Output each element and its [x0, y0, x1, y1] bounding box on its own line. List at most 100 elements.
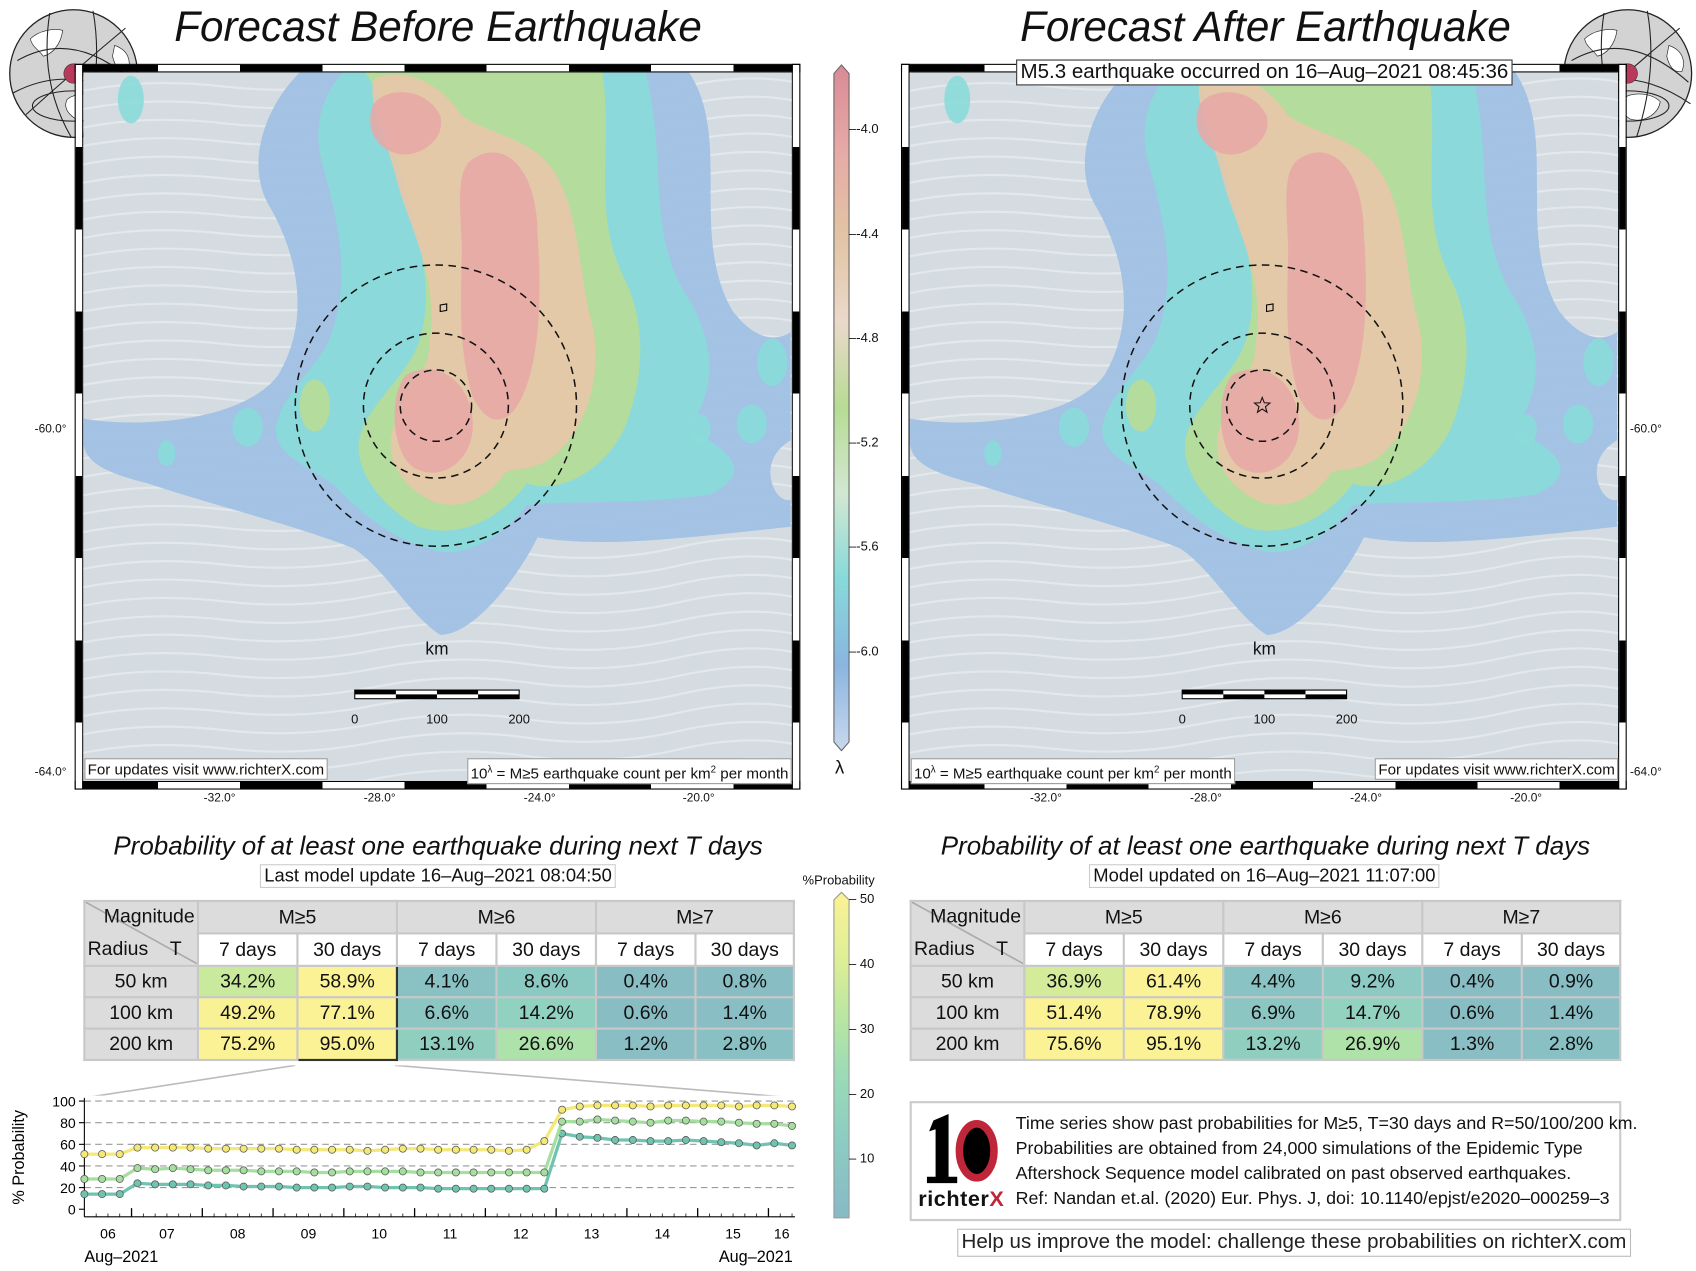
magnitude-header: M≥5 — [1023, 899, 1225, 935]
data-point — [469, 1168, 478, 1177]
data-point — [221, 1181, 230, 1190]
probability-cell: 95.1% — [1122, 1027, 1225, 1062]
data-point — [381, 1183, 390, 1192]
km-label: km — [425, 640, 449, 659]
data-point — [434, 1184, 443, 1193]
data-point — [416, 1183, 425, 1192]
y-tick-label: 40 — [60, 1158, 76, 1174]
data-point — [505, 1184, 513, 1193]
data-point — [611, 1136, 620, 1144]
data-point — [664, 1137, 673, 1146]
probability-cell: 14.2% — [495, 996, 598, 1030]
colorbar-tick: –-4.4 — [849, 225, 879, 241]
probability-table-after: Magnitude Radius T M≥5 M≥6 M≥7 7 days 30 days 7 … — [909, 899, 1622, 1062]
probability-cell: 95.0% — [296, 1027, 399, 1062]
data-point — [434, 1145, 443, 1154]
data-point — [151, 1165, 160, 1174]
data-point — [151, 1143, 160, 1152]
data-point — [310, 1183, 319, 1192]
magnitude-header: M≥6 — [1222, 899, 1424, 935]
data-point — [770, 1119, 779, 1128]
data-point — [115, 1150, 124, 1159]
colorbar-tick: –-5.6 — [849, 539, 879, 555]
data-point — [646, 1137, 655, 1146]
probability-cell: 36.9% — [1023, 964, 1125, 999]
data-point — [204, 1144, 213, 1153]
data-point — [664, 1101, 673, 1110]
data-point — [487, 1168, 496, 1177]
radius-circle — [1120, 264, 1404, 547]
radius-circle — [294, 264, 578, 547]
colorbar-tick: –-4.0 — [849, 121, 879, 137]
probability-cell: 51.4% — [1023, 996, 1125, 1030]
updates-note: For updates visit www.richterX.com — [1375, 758, 1619, 780]
data-point — [328, 1183, 336, 1192]
forecast-contour — [370, 92, 442, 155]
info-box: richterX Time series show past probabili… — [909, 1101, 1637, 1222]
data-point — [735, 1102, 743, 1111]
probability-cell: 4.4% — [1222, 964, 1324, 999]
probability-cell: 14.7% — [1321, 996, 1424, 1030]
data-point — [558, 1105, 566, 1114]
colorbar-tick: – 40 — [849, 956, 875, 972]
table-row: 200 km 75.2% 95.0% 13.1% 26.6% 1.2% 2.8% — [83, 1027, 796, 1062]
period-header: 7 days — [594, 932, 697, 967]
challenge-link[interactable]: Help us improve the model: challenge the… — [957, 1228, 1631, 1257]
forecast-contour — [1286, 152, 1366, 420]
x-tick-label: 14 — [654, 1225, 670, 1241]
data-point — [257, 1167, 266, 1176]
probability-cell: 6.6% — [395, 996, 498, 1030]
data-point — [204, 1166, 213, 1175]
probability-cell: 1.4% — [694, 996, 796, 1030]
data-point — [558, 1117, 566, 1126]
scale-bar — [354, 689, 520, 700]
data-point — [788, 1121, 796, 1130]
data-point — [575, 1102, 584, 1111]
data-point — [770, 1101, 779, 1110]
period-header: 7 days — [1222, 932, 1324, 967]
table-row: 50 km 36.9% 61.4% 4.4% 9.2% 0.4% 0.9% — [909, 964, 1622, 999]
data-point — [416, 1144, 425, 1153]
x-tick-label: 08 — [230, 1225, 246, 1241]
scale-tick: 0 — [351, 711, 359, 727]
data-point — [540, 1137, 549, 1146]
period-header: 7 days — [395, 932, 498, 967]
info-line: Time series show past probabilities for … — [1015, 1114, 1638, 1134]
corner-t: T — [996, 937, 1009, 960]
x-axis-label-right: Aug–2021 — [719, 1248, 793, 1266]
km-label: km — [1252, 640, 1276, 659]
data-point — [575, 1117, 584, 1126]
data-point — [133, 1164, 142, 1173]
data-point — [80, 1190, 89, 1199]
radius-cell: 200 km — [909, 1027, 1026, 1062]
data-point — [664, 1116, 673, 1125]
data-point — [575, 1132, 584, 1141]
x-tick: -32.0° — [203, 791, 236, 805]
period-header: 7 days — [196, 932, 299, 967]
y-tick-label: 60 — [60, 1137, 76, 1153]
data-point — [257, 1144, 266, 1153]
data-point — [752, 1141, 761, 1150]
magnitude-header: M≥6 — [395, 899, 598, 935]
probability-cell: 75.6% — [1023, 1027, 1125, 1062]
data-point — [752, 1101, 761, 1110]
radius-cell: 200 km — [83, 1027, 200, 1062]
map-title-before: Forecast Before Earthquake — [174, 4, 702, 51]
probability-cell: 49.2% — [196, 996, 299, 1030]
prob-title-before: Probability of at least one earthquake d… — [113, 831, 763, 861]
data-point — [487, 1184, 496, 1193]
data-point — [522, 1145, 531, 1154]
radius-cell: 100 km — [83, 996, 200, 1030]
probability-time-series: 100 80 60 40 20 0 % Probability 06 07 08 09 10 11 12 1… — [10, 1065, 796, 1266]
richterx-logo — [926, 1114, 998, 1184]
prob-colorbar-label: %Probability — [802, 872, 875, 888]
period-header: 30 days — [296, 932, 399, 967]
colorbar-tick: –-6.0 — [849, 643, 879, 659]
probability-cell: 0.6% — [594, 996, 697, 1030]
data-point — [239, 1166, 248, 1175]
model-update-before: Last model update 16–Aug–2021 08:04:50 — [259, 864, 617, 888]
probability-table-before: Magnitude Radius T M≥5 M≥6 M≥7 7 days 30 days 7 … — [83, 899, 796, 1062]
magnitude-header: M≥5 — [196, 899, 399, 935]
y-tick: -60.0° — [34, 422, 67, 436]
data-point — [80, 1174, 89, 1183]
